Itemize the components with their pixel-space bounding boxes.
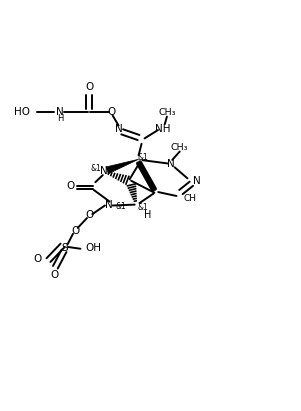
Text: O: O — [85, 82, 94, 92]
Text: O: O — [67, 181, 75, 191]
Text: CH₃: CH₃ — [158, 108, 176, 117]
Text: &1: &1 — [115, 203, 126, 212]
Text: NH: NH — [155, 124, 170, 134]
Text: N: N — [105, 200, 113, 210]
Text: O: O — [85, 210, 94, 220]
Text: S: S — [62, 243, 68, 253]
Text: N: N — [167, 159, 175, 169]
Text: HO: HO — [14, 106, 30, 117]
Text: &1: &1 — [137, 203, 148, 212]
Text: N: N — [115, 125, 123, 134]
Text: CH₃: CH₃ — [171, 143, 188, 152]
Text: OH: OH — [85, 243, 101, 253]
Text: H: H — [57, 114, 64, 123]
Text: O: O — [107, 106, 116, 117]
Text: H: H — [144, 210, 151, 220]
Text: N: N — [101, 166, 108, 176]
Text: O: O — [50, 270, 59, 280]
Text: &1: &1 — [91, 164, 101, 173]
Text: CH: CH — [184, 194, 197, 203]
Text: N: N — [193, 176, 200, 186]
Polygon shape — [106, 159, 138, 174]
Text: O: O — [34, 254, 42, 264]
Text: &1: &1 — [138, 153, 148, 162]
Text: N: N — [56, 106, 64, 117]
Text: O: O — [71, 226, 79, 236]
